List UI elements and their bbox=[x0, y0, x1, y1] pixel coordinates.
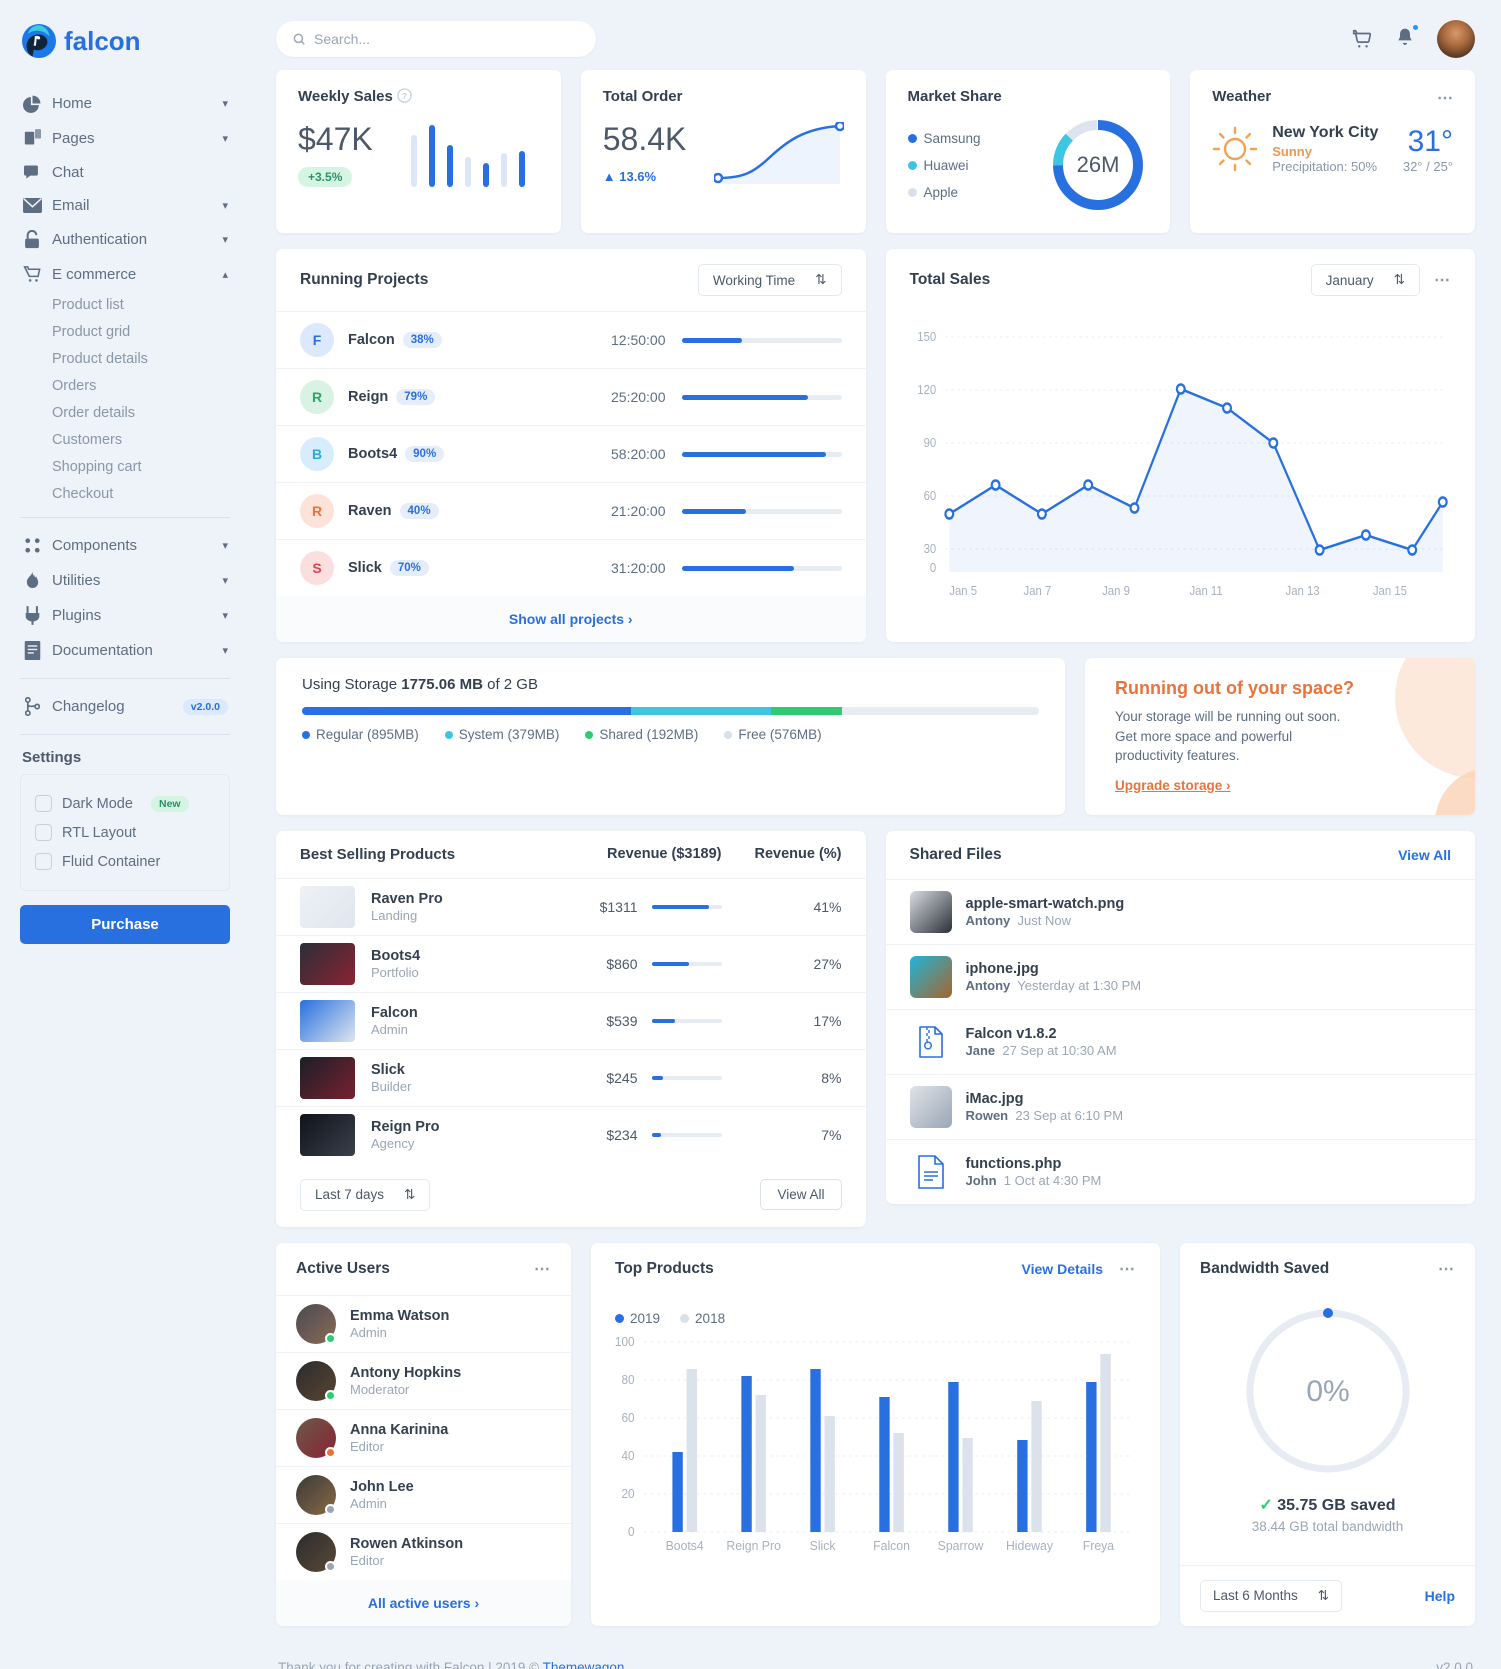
svg-text:Falcon: Falcon bbox=[873, 1538, 910, 1552]
svg-text:0: 0 bbox=[929, 560, 936, 575]
svg-text:Jan 5: Jan 5 bbox=[949, 583, 977, 598]
svg-text:40: 40 bbox=[621, 1448, 634, 1462]
svg-text:0: 0 bbox=[628, 1524, 635, 1538]
svg-text:Freya: Freya bbox=[1083, 1538, 1115, 1552]
svg-text:Jan 13: Jan 13 bbox=[1285, 583, 1319, 598]
svg-text:26M: 26M bbox=[1077, 152, 1120, 177]
svg-text:100: 100 bbox=[615, 1334, 635, 1348]
svg-text:Jan 7: Jan 7 bbox=[1023, 583, 1051, 598]
svg-text:Jan 9: Jan 9 bbox=[1102, 583, 1130, 598]
svg-text:20: 20 bbox=[621, 1486, 634, 1500]
svg-text:150: 150 bbox=[917, 329, 936, 344]
svg-text:Jan 11: Jan 11 bbox=[1189, 583, 1222, 598]
svg-text:?: ? bbox=[402, 91, 407, 101]
svg-text:Sparrow: Sparrow bbox=[938, 1538, 985, 1552]
svg-text:Jan 15: Jan 15 bbox=[1372, 583, 1406, 598]
svg-text:90: 90 bbox=[923, 435, 936, 450]
svg-text:30: 30 bbox=[923, 541, 936, 556]
svg-text:Boots4: Boots4 bbox=[666, 1538, 704, 1552]
svg-text:0%: 0% bbox=[1306, 1375, 1349, 1408]
svg-text:60: 60 bbox=[923, 488, 936, 503]
svg-text:80: 80 bbox=[621, 1372, 634, 1386]
svg-text:Reign Pro: Reign Pro bbox=[726, 1538, 781, 1552]
svg-text:Slick: Slick bbox=[810, 1538, 837, 1552]
svg-text:60: 60 bbox=[621, 1410, 634, 1424]
svg-text:120: 120 bbox=[917, 382, 936, 397]
svg-text:Hideway: Hideway bbox=[1006, 1538, 1054, 1552]
